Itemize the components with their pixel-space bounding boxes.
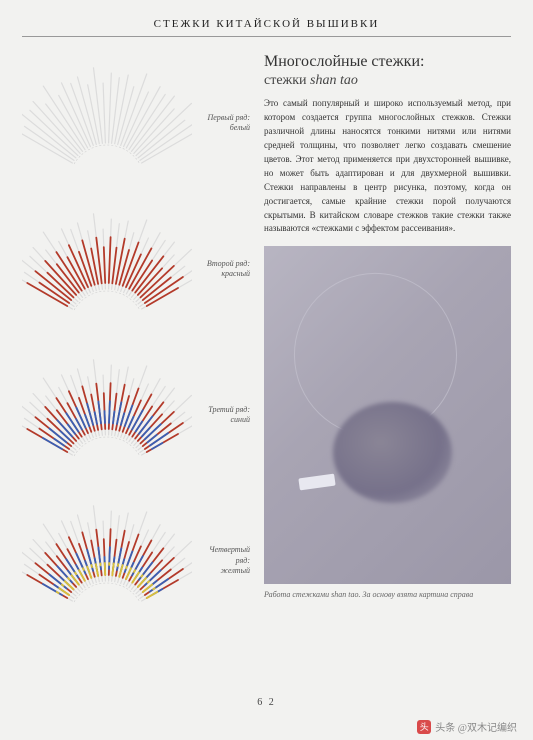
stitch-diagram — [22, 199, 192, 339]
caption-line: белый — [198, 123, 250, 133]
caption-line: Третий ряд: — [198, 405, 250, 415]
source-credit: 头 头条 @双木记编织 — [417, 719, 517, 734]
article-title: Многослойные стежки: — [264, 53, 511, 71]
caption-line: красный — [198, 269, 250, 279]
diagram-row: Второй ряд:красный — [22, 199, 250, 339]
subtitle-prefix: стежки — [264, 73, 310, 88]
diagram-caption: Четвертый ряд:желтый — [198, 545, 250, 576]
caption-line: желтый — [198, 566, 250, 576]
toutiao-icon: 头 — [417, 720, 431, 734]
caption-line: Второй ряд: — [198, 259, 250, 269]
page-header: СТЕЖКИ КИТАЙСКОЙ ВЫШИВКИ — [22, 18, 511, 37]
caption-line: Первый ряд: — [198, 113, 250, 123]
article-subtitle: стежки shan tao — [264, 73, 511, 89]
embroidery-photo — [264, 246, 511, 584]
photo-caption: Работа стежками shan tao. За основу взят… — [264, 590, 511, 599]
article-body: Это самый популярный и широко используем… — [264, 97, 511, 236]
diagram-row: Четвертый ряд:желтый — [22, 491, 250, 631]
diagram-row: Первый ряд:белый — [22, 53, 250, 193]
diagram-caption: Третий ряд:синий — [198, 405, 250, 426]
caption-line: синий — [198, 415, 250, 425]
credit-text: 头条 @双木记编织 — [435, 719, 517, 734]
stitch-diagram — [22, 491, 192, 631]
text-column: Многослойные стежки: стежки shan tao Это… — [264, 53, 511, 631]
diagram-caption: Первый ряд:белый — [198, 113, 250, 134]
stitch-diagram — [22, 345, 192, 485]
subtitle-term: shan tao — [310, 73, 358, 88]
diagrams-column: Первый ряд:белый Второй ряд:красный Третий… — [22, 53, 250, 631]
diagram-caption: Второй ряд:красный — [198, 259, 250, 280]
page-number: 6 2 — [257, 697, 276, 708]
photo-highlight — [353, 467, 414, 483]
stitch-diagram — [22, 53, 192, 193]
diagram-row: Третий ряд:синий — [22, 345, 250, 485]
photo-highlight — [298, 474, 335, 491]
caption-line: Четвертый ряд: — [198, 545, 250, 566]
content-row: Первый ряд:белый Второй ряд:красный Третий… — [22, 53, 511, 631]
